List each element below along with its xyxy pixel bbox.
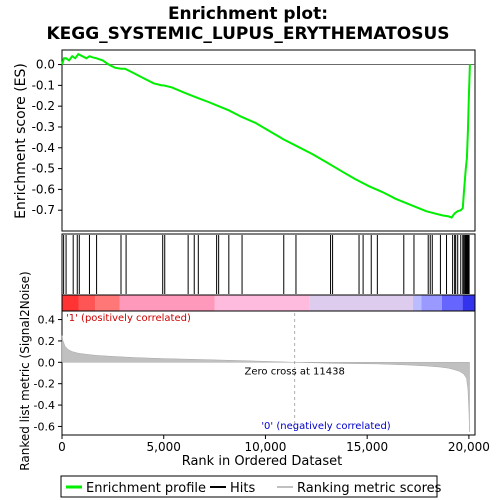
x-tick-label: 10,000 xyxy=(244,440,286,454)
legend: Enrichment profile Hits Ranking metric s… xyxy=(60,475,442,498)
colorbar-segment xyxy=(62,295,79,311)
chart-title: Enrichment plot: xyxy=(168,4,328,24)
colorbar-segment xyxy=(119,295,215,311)
x-axis-label: Rank in Ordered Dataset xyxy=(182,454,343,469)
es-y-tick-label: -0.4 xyxy=(32,141,55,155)
zero-cross-label: Zero cross at 11438 xyxy=(245,366,345,377)
enrichment-profile-line xyxy=(61,52,471,219)
metric-y-tick-label: 0.4 xyxy=(38,314,56,327)
es-y-tick-label: -0.3 xyxy=(32,120,55,134)
colorbar-segment xyxy=(309,295,414,311)
es-y-axis-label: Enrichment score (ES) xyxy=(13,63,29,219)
negative-correlation-label: '0' (negatively correlated) xyxy=(261,421,390,432)
hits-panel xyxy=(61,233,476,296)
positive-correlation-label: '1' (positively correlated) xyxy=(66,313,191,324)
es-y-tick-label: -0.6 xyxy=(32,182,55,196)
rank-colorbar xyxy=(61,294,476,312)
legend-label-enrichment-profile: Enrichment profile xyxy=(86,481,206,496)
metric-y-axis-label: Ranked list metric (Signal2Noise) xyxy=(18,271,32,470)
x-tick-label: 0 xyxy=(58,440,66,454)
es-panel-frame xyxy=(61,49,476,232)
es-y-tick-label: -0.5 xyxy=(32,162,55,176)
metric-panel-frame xyxy=(61,310,476,436)
legend-label-hits: Hits xyxy=(230,481,255,496)
colorbar-segment xyxy=(214,295,310,311)
metric-y-axis: 0.4 0.2 0.0 -0.2 -0.4 -0.6 xyxy=(34,314,62,433)
colorbar-segment xyxy=(421,295,442,311)
metric-panel: 0.4 0.2 0.0 -0.2 -0.4 -0.6 Zero cross at 1143… xyxy=(18,271,476,471)
colorbar-segment xyxy=(441,295,463,311)
metric-y-tick-label: -0.6 xyxy=(34,420,55,433)
hit-markers xyxy=(63,235,470,294)
ranking-metric-area xyxy=(61,335,470,432)
x-tick-label: 15,000 xyxy=(346,440,388,454)
metric-y-tick-label: -0.2 xyxy=(34,378,55,391)
colorbar-segment xyxy=(95,295,120,311)
es-y-tick-label: -0.7 xyxy=(32,203,55,217)
x-tick-label: 5,000 xyxy=(147,440,181,454)
colorbar-segment xyxy=(462,295,475,311)
metric-y-tick-label: 0.2 xyxy=(38,335,56,348)
metric-y-tick-label: 0.0 xyxy=(38,356,56,369)
metric-y-tick-label: -0.4 xyxy=(34,399,55,412)
es-y-axis: 0.0 -0.1 -0.2 -0.3 -0.4 -0.5 -0.6 -0.7 xyxy=(32,58,62,217)
colorbar-segment xyxy=(78,295,96,311)
es-panel: 0.0 -0.1 -0.2 -0.3 -0.4 -0.5 -0.6 -0.7 Enrichme… xyxy=(13,49,476,232)
es-y-tick-label: -0.1 xyxy=(32,78,55,92)
colorbar-segment xyxy=(413,295,422,311)
es-y-tick-label: -0.2 xyxy=(32,99,55,113)
legend-label-ranking-metric: Ranking metric scores xyxy=(297,481,442,496)
es-y-tick-label: 0.0 xyxy=(36,58,55,72)
chart-subtitle: KEGG_SYSTEMIC_LUPUS_ERYTHEMATOSUS xyxy=(46,24,449,44)
hits-panel-frame xyxy=(61,233,476,296)
x-tick-label: 20,000 xyxy=(448,440,490,454)
legend-frame xyxy=(60,475,438,498)
x-axis: 0 5,000 10,000 15,000 20,000 xyxy=(58,435,490,454)
